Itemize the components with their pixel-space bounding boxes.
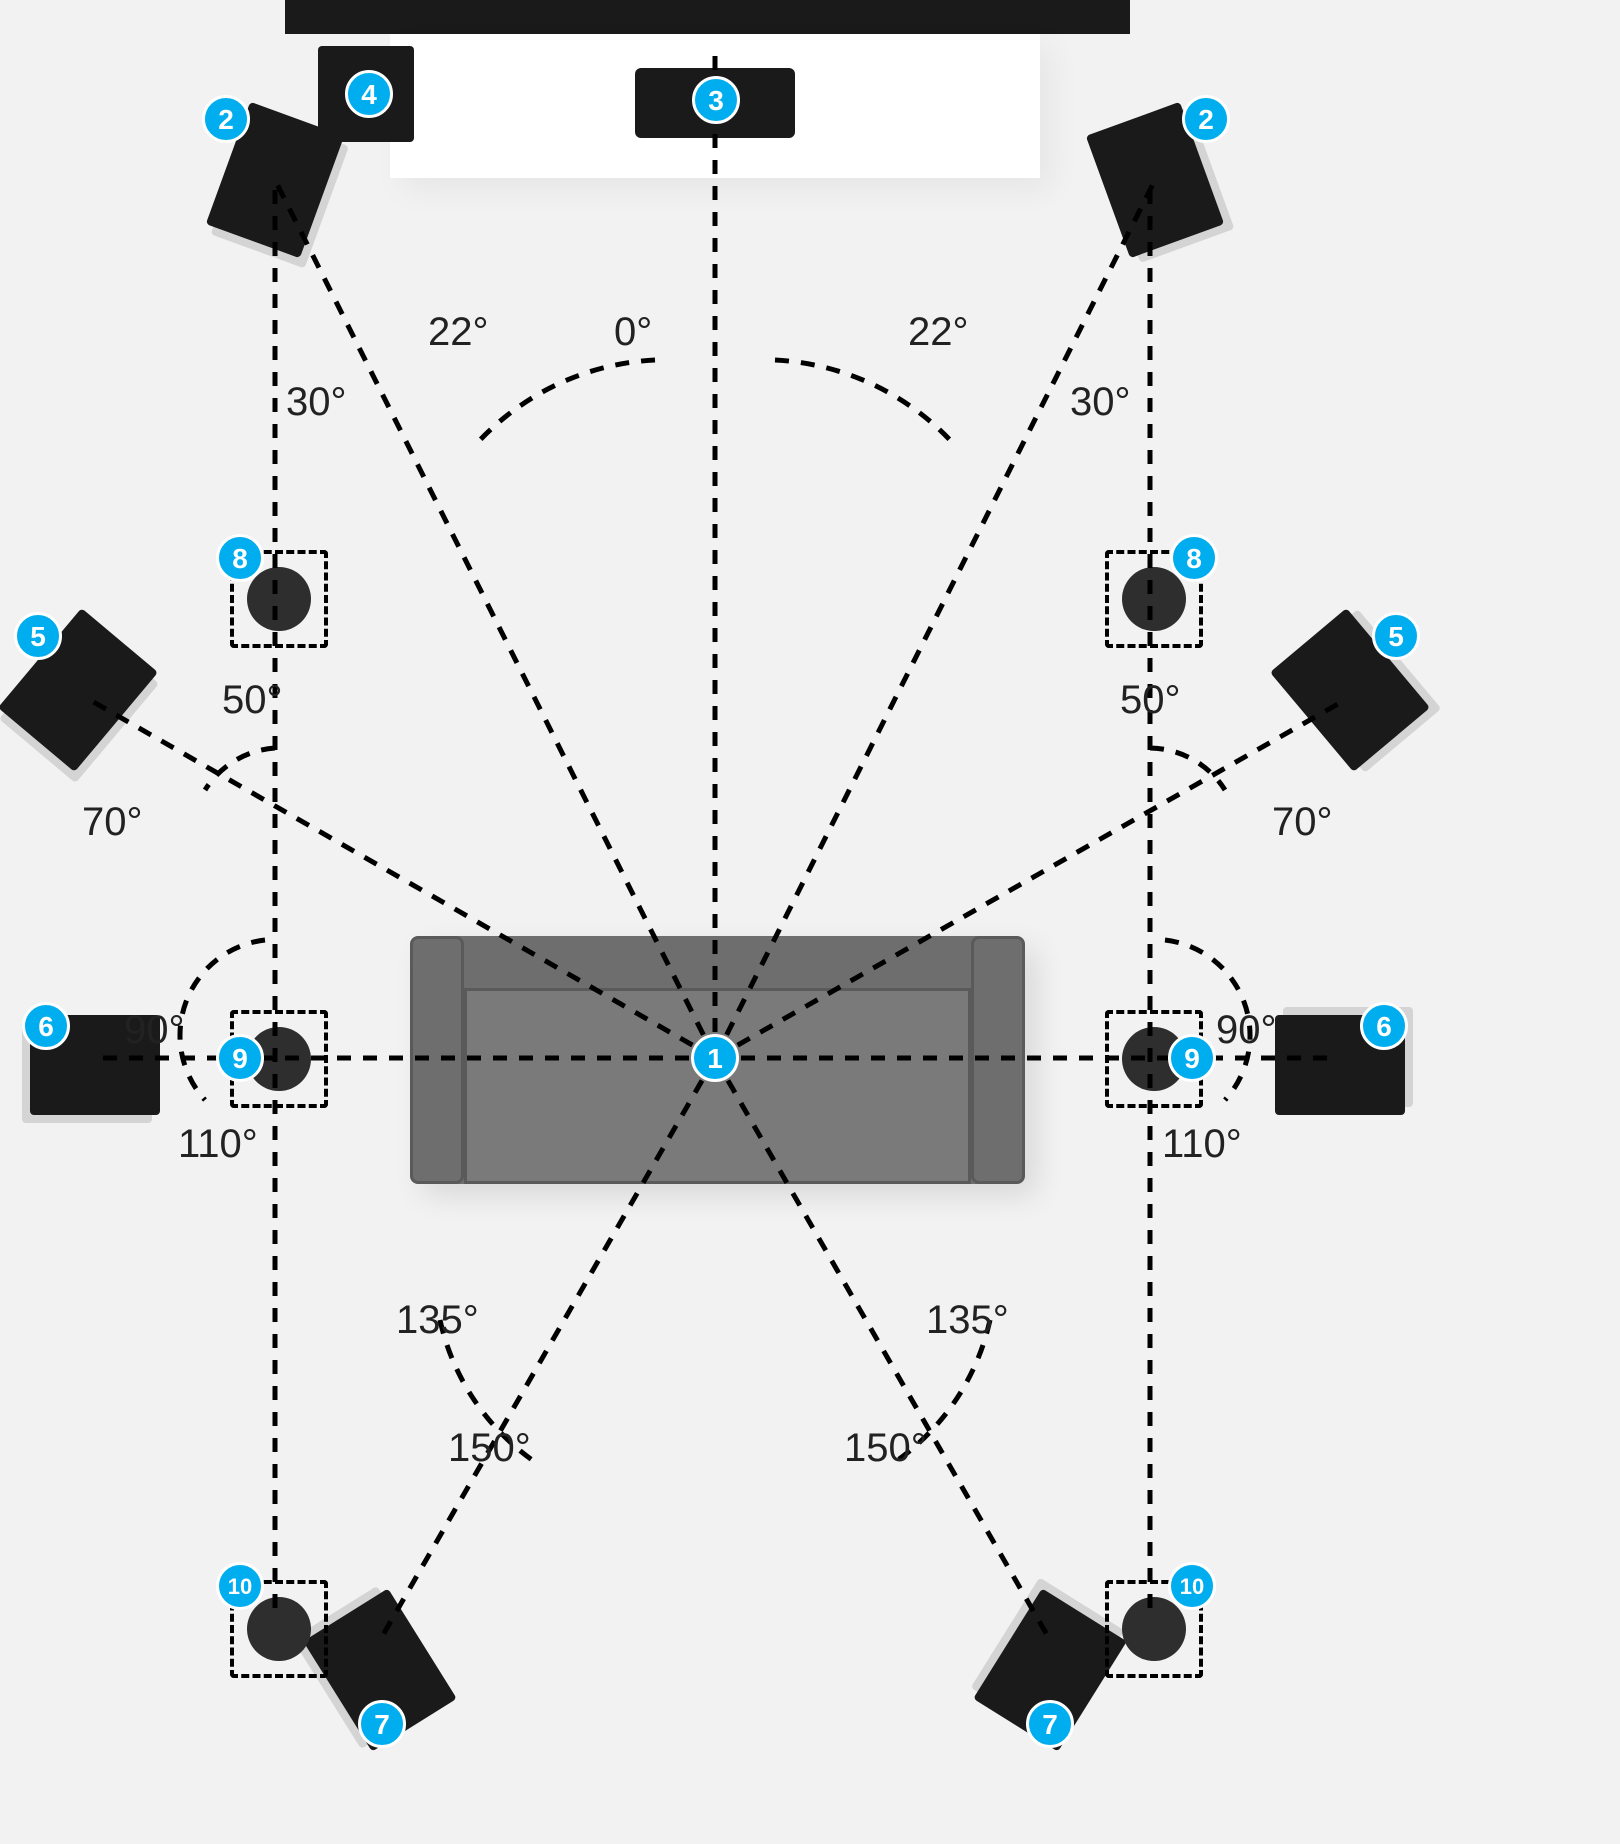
- badge-b5r: 5: [1372, 612, 1420, 660]
- badge-b8r: 8: [1170, 534, 1218, 582]
- angle-l110: 110°: [178, 1122, 258, 1167]
- tv: [285, 0, 1130, 34]
- angle-l50: 50°: [222, 678, 283, 723]
- angle-r150: 150°: [844, 1426, 927, 1471]
- badge-b2r: 2: [1182, 95, 1230, 143]
- angle-l150: 150°: [448, 1426, 531, 1471]
- angle-zero: 0°: [614, 310, 652, 355]
- angle-r110: 110°: [1162, 1122, 1242, 1167]
- angle-r135: 135°: [926, 1298, 1009, 1343]
- badge-b9l: 9: [216, 1034, 264, 1082]
- badge-b9r: 9: [1168, 1034, 1216, 1082]
- angle-l30: 30°: [286, 380, 347, 425]
- angle-l70: 70°: [82, 800, 143, 845]
- angle-r90: 90°: [1216, 1008, 1277, 1053]
- angle-r30: 30°: [1070, 380, 1131, 425]
- badge-b10l: 10: [216, 1562, 264, 1610]
- speaker-layout-diagram: 0° 22° 22° 30° 30° 50° 50° 70° 70° 90° 90° 110° 110°…: [0, 0, 1620, 1844]
- badge-b6l: 6: [22, 1002, 70, 1050]
- angle-r50: 50°: [1120, 678, 1181, 723]
- badge-b2l: 2: [202, 95, 250, 143]
- angle-l135: 135°: [396, 1298, 479, 1343]
- angle-r22: 22°: [908, 310, 969, 355]
- badge-b4: 4: [345, 70, 393, 118]
- badge-b3: 3: [692, 76, 740, 124]
- angle-l90: 90°: [124, 1008, 185, 1053]
- badge-b7r: 7: [1026, 1700, 1074, 1748]
- angle-l22: 22°: [428, 310, 489, 355]
- badge-b10r: 10: [1168, 1562, 1216, 1610]
- badge-b6r: 6: [1360, 1002, 1408, 1050]
- badge-b8l: 8: [216, 534, 264, 582]
- angle-r70: 70°: [1272, 800, 1333, 845]
- badge-b7l: 7: [358, 1700, 406, 1748]
- badge-b1: 1: [691, 1034, 739, 1082]
- badge-b5l: 5: [14, 612, 62, 660]
